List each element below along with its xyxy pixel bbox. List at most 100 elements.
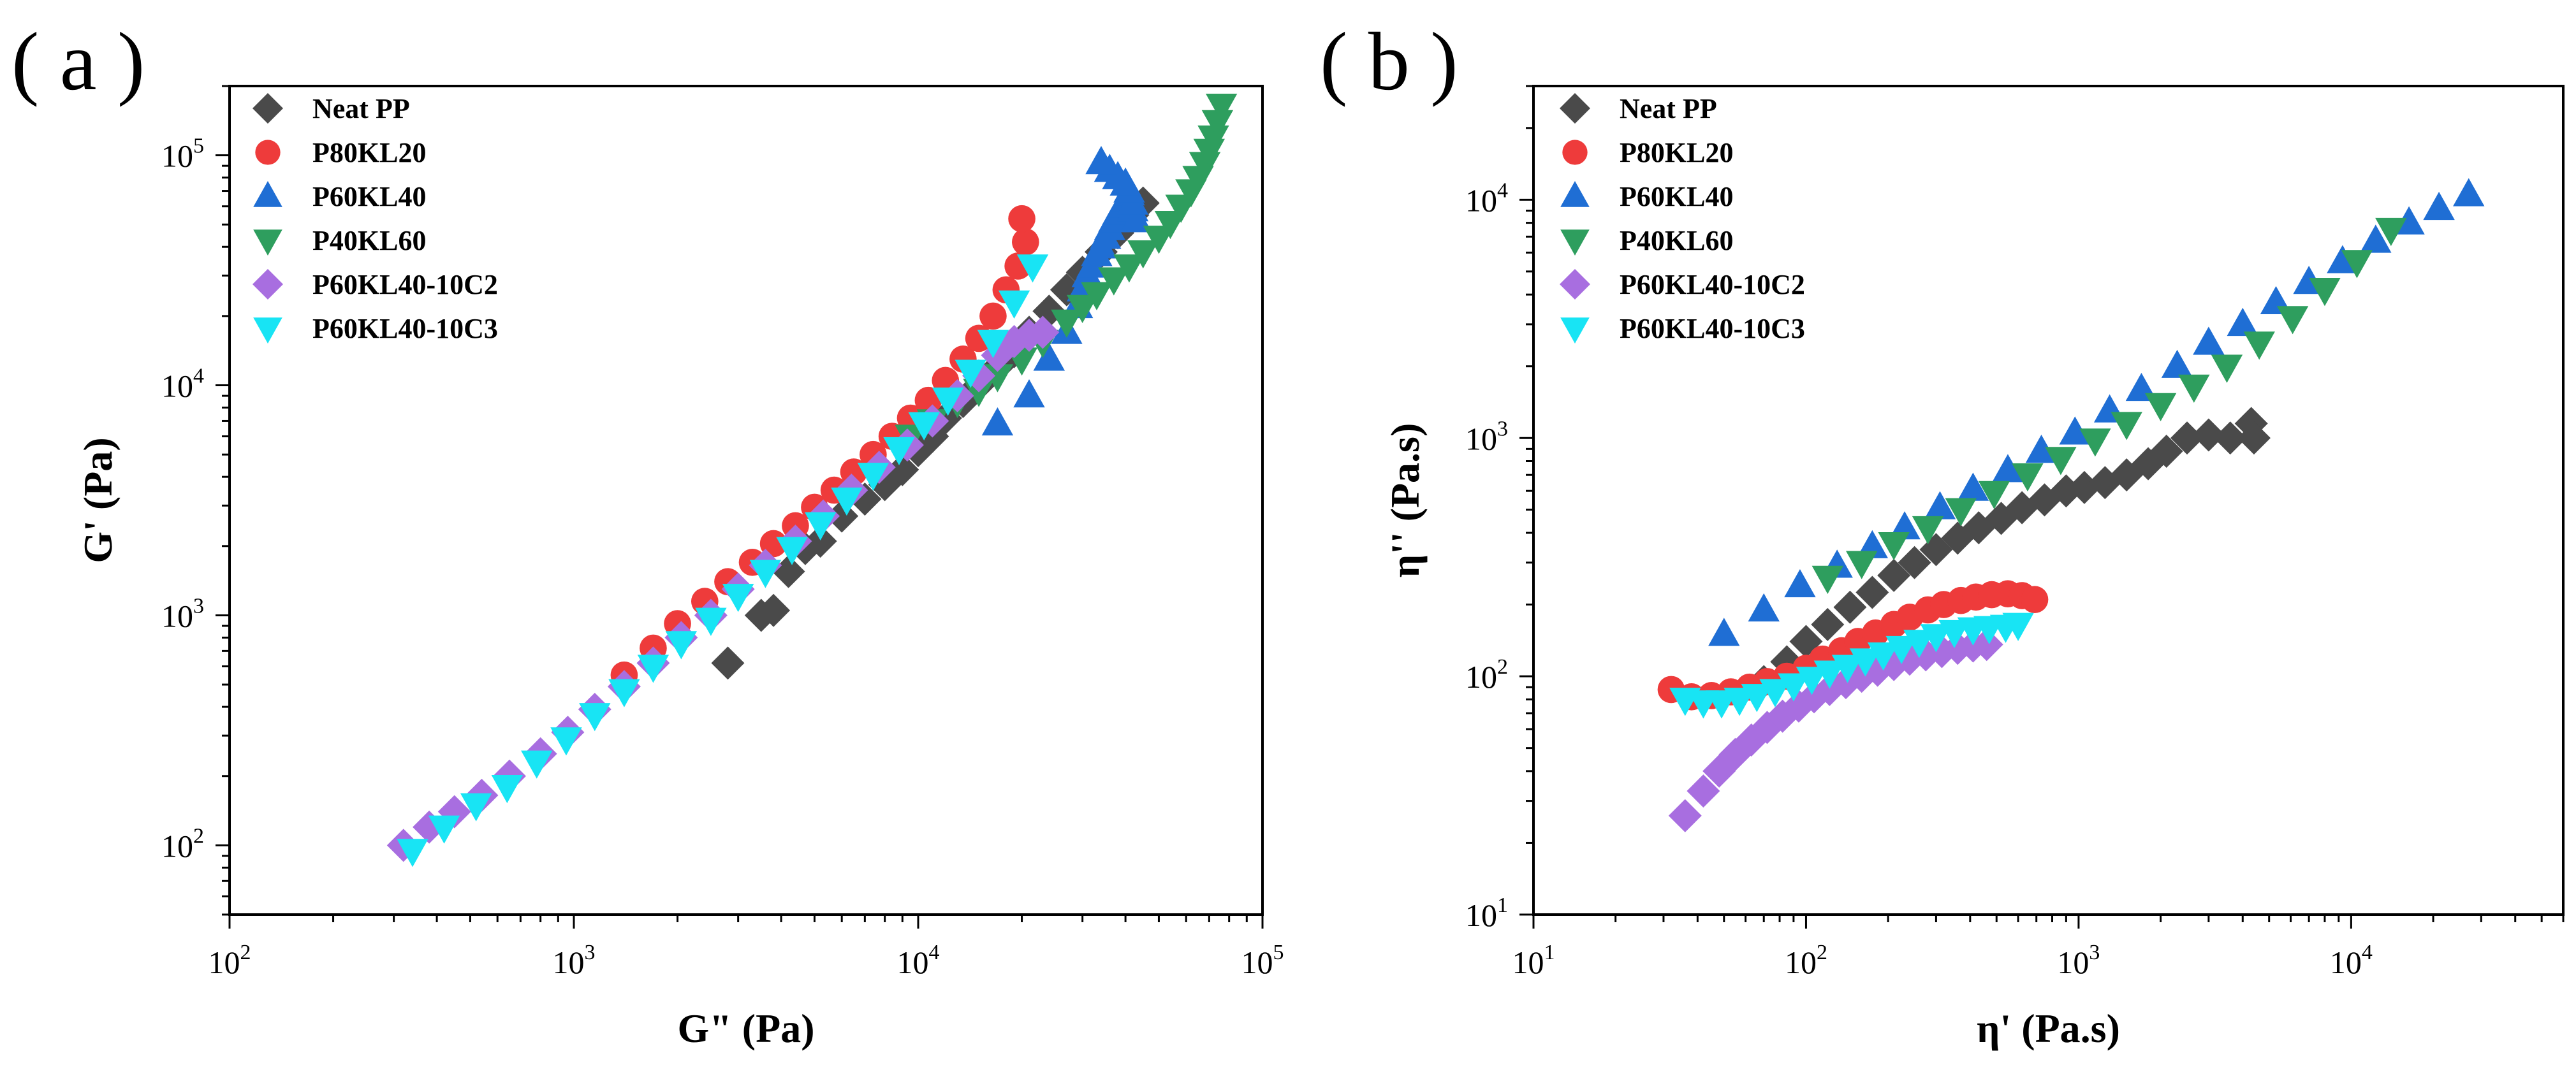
data-point bbox=[883, 437, 915, 466]
legend-label: Neat PP bbox=[1620, 93, 1717, 124]
panel-label: ( a ) bbox=[11, 16, 145, 108]
data-point bbox=[1833, 590, 1867, 624]
data-point bbox=[2144, 393, 2177, 421]
data-point bbox=[1143, 226, 1175, 254]
panel-a: ( a ) 102 103 104 105 102 103 104 105 G" (Pa) G' (… bbox=[11, 16, 1284, 1051]
data-point bbox=[2059, 416, 2091, 445]
data-point bbox=[2178, 374, 2210, 403]
x-tick-label: 105 bbox=[1241, 941, 1284, 980]
data-point bbox=[1885, 635, 1917, 665]
data-point bbox=[1197, 125, 1229, 154]
x-tick-label: 101 bbox=[1512, 941, 1555, 980]
data-point bbox=[2375, 217, 2407, 247]
data-point bbox=[2045, 447, 2077, 475]
series-p40kl60 bbox=[1811, 217, 2407, 594]
legend-marker bbox=[1560, 181, 1590, 207]
data-point bbox=[1008, 205, 1036, 233]
data-point bbox=[1051, 309, 1083, 338]
data-point bbox=[1748, 593, 1780, 622]
x-tick-label: 103 bbox=[553, 941, 596, 980]
data-point bbox=[1085, 146, 1117, 175]
data-point bbox=[2341, 250, 2373, 279]
legend: Neat PP P80KL20 P60KL40 P40KL60 P60KL40-10C2… bbox=[252, 93, 498, 344]
data-point bbox=[2012, 463, 2044, 492]
data-point bbox=[722, 584, 754, 612]
y-tick-label: 102 bbox=[161, 824, 204, 864]
data-point bbox=[2276, 306, 2309, 335]
data-point bbox=[2192, 418, 2225, 452]
data-point bbox=[2243, 331, 2275, 360]
data-point bbox=[1796, 667, 1828, 695]
y-tick-label: 104 bbox=[161, 365, 204, 404]
data-point bbox=[886, 453, 919, 486]
data-point bbox=[1811, 565, 1844, 594]
data-point bbox=[579, 703, 611, 732]
data-point bbox=[1867, 642, 1899, 671]
data-point bbox=[2360, 224, 2392, 253]
data-point bbox=[1013, 379, 1045, 408]
data-point bbox=[608, 679, 640, 707]
series-p60kl40-10c3 bbox=[1669, 612, 2034, 719]
data-point bbox=[831, 487, 863, 516]
data-point bbox=[857, 463, 889, 491]
plot-frame bbox=[1532, 85, 2565, 916]
data-point bbox=[1957, 472, 1989, 501]
data-point bbox=[1855, 576, 1889, 609]
legend-label: P60KL40 bbox=[312, 181, 426, 212]
data-points bbox=[386, 93, 1238, 867]
data-point bbox=[1668, 799, 1702, 832]
plot-frame bbox=[228, 85, 1264, 916]
data-point bbox=[1201, 110, 1234, 138]
data-point bbox=[1016, 254, 1049, 283]
legend-marker bbox=[1560, 269, 1590, 300]
data-point bbox=[1205, 93, 1238, 122]
legend-label: P40KL60 bbox=[312, 225, 426, 256]
data-point bbox=[1938, 619, 1970, 649]
series-p60kl40-10c2 bbox=[386, 315, 1060, 862]
legend-marker bbox=[252, 93, 283, 124]
data-point bbox=[1992, 454, 2024, 482]
data-point bbox=[1741, 684, 1773, 713]
data-point bbox=[1846, 551, 1878, 579]
data-point bbox=[397, 839, 428, 867]
legend-marker bbox=[1562, 140, 1588, 165]
data-point bbox=[2423, 191, 2455, 221]
data-point bbox=[776, 537, 808, 565]
legend-label: P60KL40-10C3 bbox=[1620, 313, 1805, 344]
x-tick-label: 103 bbox=[2057, 941, 2100, 980]
data-point bbox=[1066, 294, 1099, 323]
data-point bbox=[981, 407, 1014, 436]
x-tick-label: 104 bbox=[2330, 941, 2373, 980]
data-point bbox=[2237, 421, 2271, 455]
x-tick-label: 104 bbox=[897, 941, 940, 980]
data-point bbox=[460, 793, 492, 822]
series-p60kl40-10c3 bbox=[397, 254, 1049, 867]
data-point bbox=[1154, 210, 1187, 240]
legend-label: P60KL40-10C3 bbox=[312, 313, 498, 344]
data-point bbox=[1849, 648, 1882, 677]
y-tick-label: 105 bbox=[161, 134, 204, 174]
data-point bbox=[1012, 228, 1039, 256]
data-point bbox=[695, 607, 727, 636]
data-point bbox=[665, 631, 698, 660]
data-points bbox=[1657, 178, 2485, 832]
data-point bbox=[1903, 630, 1935, 658]
data-point bbox=[2021, 586, 2049, 613]
data-point bbox=[1924, 491, 1956, 519]
data-point bbox=[1708, 618, 1740, 646]
data-point bbox=[1877, 558, 1911, 592]
data-point bbox=[2211, 354, 2243, 383]
data-point bbox=[979, 302, 1007, 330]
legend-marker bbox=[1560, 317, 1590, 344]
data-point bbox=[1759, 679, 1791, 707]
data-point bbox=[550, 727, 582, 756]
y-tick-label: 103 bbox=[1465, 417, 1508, 456]
series-p60kl40 bbox=[981, 146, 1152, 436]
data-point bbox=[521, 750, 553, 779]
legend-label: P60KL40-10C2 bbox=[1620, 269, 1805, 300]
x-axis-title: G" (Pa) bbox=[677, 1006, 814, 1051]
data-point bbox=[1113, 254, 1145, 283]
data-point bbox=[1026, 315, 1060, 349]
legend-label: P80KL20 bbox=[312, 137, 426, 168]
